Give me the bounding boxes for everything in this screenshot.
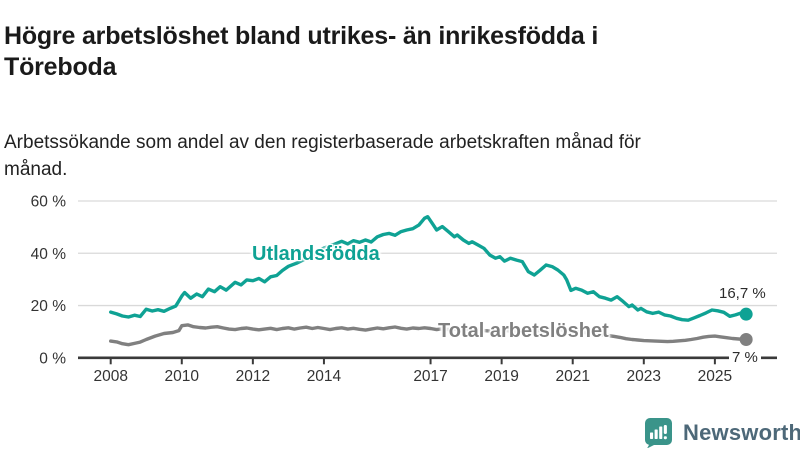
y-tick-label: 20 % xyxy=(31,298,67,315)
chart-subtitle: Arbetssökande som andel av den registerb… xyxy=(4,132,641,180)
y-tick-label: 60 % xyxy=(31,194,67,211)
x-tick-label: 2012 xyxy=(236,368,270,385)
newsworthy-logo: Newsworthy xyxy=(643,417,800,448)
series-end-dot xyxy=(739,333,753,347)
x-tick-label: 2019 xyxy=(484,368,518,385)
line-chart: 0 % 20 % 40 % 60 % 2008 2010 2012 2014 2017 2019 2… xyxy=(31,194,777,385)
x-tick-label: 2021 xyxy=(555,368,589,385)
bar-chart-speech-bubble-icon xyxy=(645,418,672,448)
y-tick-label: 0 % xyxy=(39,350,66,367)
y-tick-label: 40 % xyxy=(31,246,67,263)
series-end-dot xyxy=(739,307,753,321)
x-tick-label: 2025 xyxy=(698,368,732,385)
x-tick-label: 2014 xyxy=(307,368,342,385)
x-tick-label: 2010 xyxy=(165,368,200,385)
series-line-total-arbetsl-shet xyxy=(108,323,748,347)
x-tick-label: 2008 xyxy=(93,368,127,385)
series-label-utlandsfodda: Utlandsfödda xyxy=(252,243,380,265)
end-value-label-total: 7 % xyxy=(729,349,761,366)
x-tick-label: 2017 xyxy=(413,368,447,385)
x-tick-label: 2023 xyxy=(627,368,661,385)
end-value-label-utlandsfodda: 16,7 % xyxy=(719,285,766,302)
brand-name: Newsworthy xyxy=(683,419,800,445)
series-label-total-arbetsloshet: Total arbetslöshet xyxy=(438,320,609,342)
page-title: Högre arbetslöshet bland utrikes- än inr… xyxy=(4,21,599,81)
series-line-utlandsf-dda xyxy=(108,214,748,322)
